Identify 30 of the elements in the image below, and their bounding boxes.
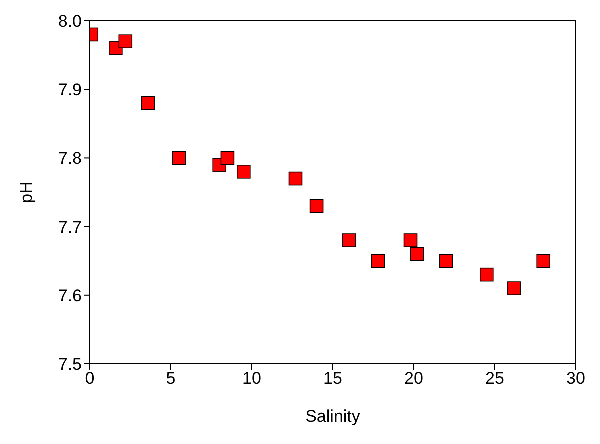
x-tick-label: 15: [324, 369, 342, 388]
x-tick-label: 20: [404, 369, 424, 388]
point: [440, 254, 454, 268]
point: [342, 234, 356, 248]
x-tick-label: 10: [242, 369, 262, 388]
y-axis-title: pH: [17, 182, 36, 204]
point: [410, 247, 424, 262]
y-tick-label: 7.8: [58, 149, 82, 168]
x-tick-label: 25: [486, 369, 504, 388]
point: [237, 165, 251, 179]
y-tick-label: 8.0: [58, 12, 82, 32]
point: [310, 199, 324, 214]
point: [480, 268, 494, 282]
point: [508, 282, 522, 296]
point: [172, 151, 186, 166]
x-tick-label: 5: [166, 369, 176, 388]
point: [141, 96, 156, 110]
y-tick-label: 7.7: [58, 218, 82, 237]
x-tick-label: 30: [566, 369, 586, 388]
point: [220, 151, 235, 166]
y-tick-label: 7.5: [58, 355, 82, 374]
point: [404, 234, 418, 248]
y-tick-label: 7.9: [58, 80, 82, 100]
point: [371, 254, 386, 268]
point: [288, 172, 303, 186]
x-axis-title: Salinity: [306, 407, 361, 426]
y-tick-label: 7.6: [58, 286, 82, 306]
point: [536, 254, 550, 268]
x-tick-label: 0: [85, 369, 95, 388]
point: [118, 34, 133, 48]
